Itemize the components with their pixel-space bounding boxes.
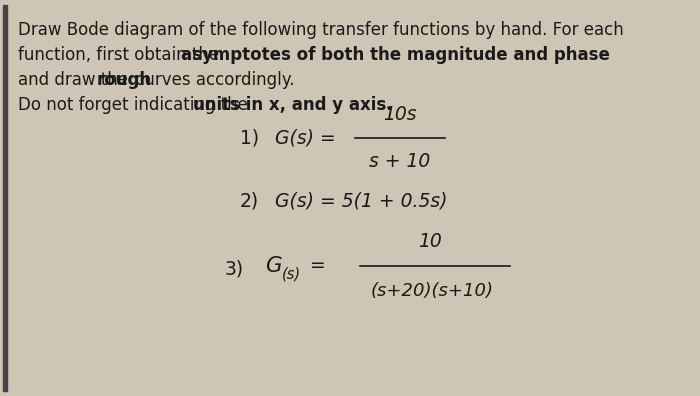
Text: (s): (s) [282, 267, 301, 282]
Text: units in x, and y axis.: units in x, and y axis. [193, 96, 393, 114]
Text: G(s) =: G(s) = [275, 128, 336, 147]
Text: 2): 2) [240, 192, 259, 211]
Text: rough: rough [97, 71, 152, 89]
Text: asymptotes of both the magnitude and phase: asymptotes of both the magnitude and pha… [181, 46, 610, 64]
Text: and draw the: and draw the [18, 71, 133, 89]
Text: Draw Bode diagram of the following transfer functions by hand. For each: Draw Bode diagram of the following trans… [18, 21, 624, 39]
Text: Do not forget indicating the: Do not forget indicating the [18, 96, 253, 114]
Text: =: = [310, 257, 326, 276]
Text: 1): 1) [240, 128, 259, 147]
Text: function, first obtain the: function, first obtain the [18, 46, 225, 64]
Text: (s+20)(s+10): (s+20)(s+10) [370, 282, 494, 300]
Text: curves accordingly.: curves accordingly. [130, 71, 295, 89]
Text: 10: 10 [418, 232, 442, 251]
Text: 3): 3) [225, 259, 244, 278]
Text: G: G [265, 256, 281, 276]
Text: s + 10: s + 10 [370, 152, 430, 171]
Text: G(s) = 5(1 + 0.5s): G(s) = 5(1 + 0.5s) [275, 192, 447, 211]
Text: 10s: 10s [384, 105, 416, 124]
Bar [3, 5, 7, 391]
